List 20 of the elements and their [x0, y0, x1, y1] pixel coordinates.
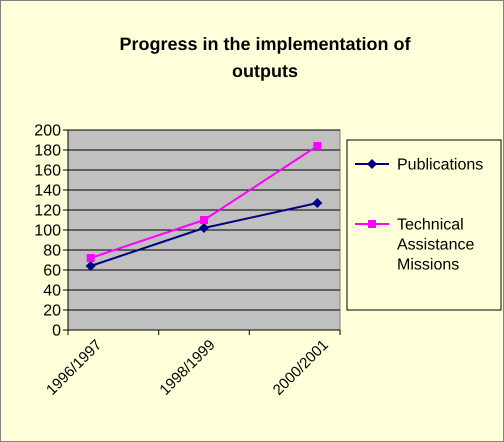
y-tick-label: 40	[43, 282, 62, 300]
point	[86, 261, 96, 271]
point	[200, 216, 208, 224]
y-tick-label: 80	[43, 242, 62, 260]
y-tick-label: 120	[34, 202, 62, 220]
y-tick-label: 60	[43, 262, 62, 280]
point	[312, 198, 322, 208]
legend-label: Technical Assistance Missions	[397, 216, 474, 274]
y-tick-label: 0	[52, 322, 62, 340]
chart-title: Progress in the implementation of outputs	[119, 34, 412, 81]
y-tick-label: 180	[34, 142, 62, 160]
point	[313, 142, 322, 150]
legend-label: Publications	[397, 156, 484, 174]
y-tick-label: 140	[34, 182, 62, 200]
y-tick-label: 200	[34, 122, 62, 140]
point	[86, 254, 95, 262]
y-tick-label: 20	[43, 302, 62, 320]
point	[199, 223, 209, 233]
y-tick-label: 100	[34, 222, 62, 240]
y-tick-label: 160	[34, 162, 62, 180]
